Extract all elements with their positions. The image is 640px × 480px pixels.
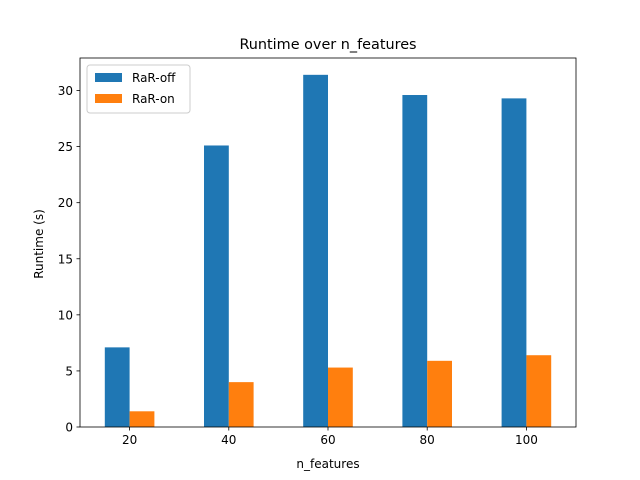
y-tick-label: 25 xyxy=(58,140,73,154)
bar-rar-off-20 xyxy=(104,347,130,427)
legend-swatch-rar-on xyxy=(95,94,122,103)
bar-rar-on-100 xyxy=(526,355,552,427)
y-tick-label: 5 xyxy=(65,364,73,378)
bar-rar-on-40 xyxy=(228,382,254,427)
x-tick-label: 100 xyxy=(515,433,538,447)
bar-rar-off-40 xyxy=(204,145,229,427)
bar-rar-on-60 xyxy=(328,367,353,427)
legend-label-rar-off: RaR-off xyxy=(132,71,176,85)
x-tick-label: 40 xyxy=(221,433,236,447)
x-tick-label: 60 xyxy=(320,433,335,447)
y-axis-title: Runtime (s) xyxy=(32,209,46,279)
legend: RaR-off RaR-on xyxy=(86,64,191,114)
axes-group: 20 40 60 80 100 0 5 10 15 20 25 30 xyxy=(58,57,577,447)
bar-rar-off-60 xyxy=(303,74,328,428)
bar-rar-on-80 xyxy=(427,360,452,427)
y-tick-label: 0 xyxy=(65,421,73,435)
bar-rar-off-80 xyxy=(402,95,428,428)
x-tick-label: 80 xyxy=(420,433,435,447)
legend-swatch-rar-off xyxy=(95,73,122,82)
bar-rar-off-100 xyxy=(501,98,527,428)
y-tick-label: 15 xyxy=(58,252,73,266)
bar-rar-on-20 xyxy=(129,411,155,427)
legend-label-rar-on: RaR-on xyxy=(132,92,175,106)
bars-group xyxy=(104,74,552,428)
x-axis-title: n_features xyxy=(296,457,359,471)
y-tick-label: 10 xyxy=(58,308,73,322)
y-tick-label: 20 xyxy=(58,196,73,210)
chart-title: Runtime over n_features xyxy=(239,37,416,53)
y-tick-label: 30 xyxy=(58,84,73,98)
x-tick-label: 20 xyxy=(122,433,137,447)
